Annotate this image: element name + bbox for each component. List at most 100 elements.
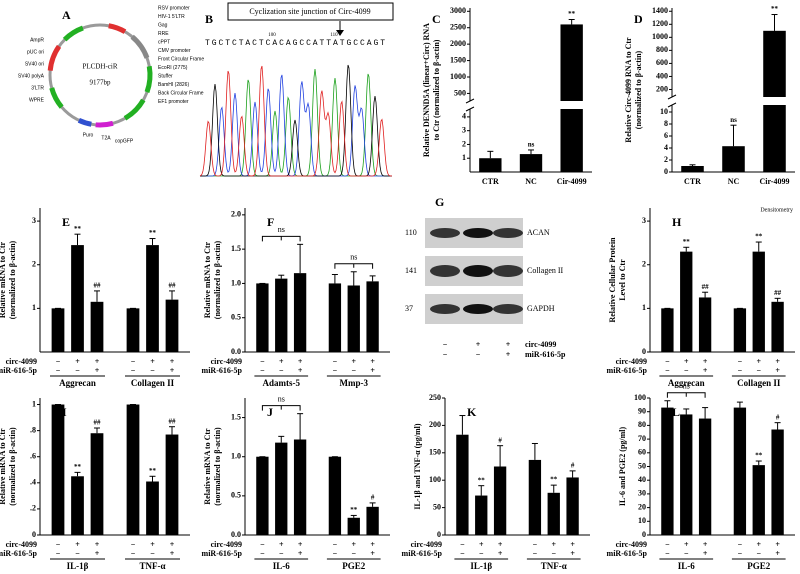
condition-name: miR-616-5p	[525, 350, 566, 359]
condition-sign: +	[298, 366, 303, 375]
condition-name: circ-4099	[411, 540, 442, 549]
condition-sign: +	[298, 357, 303, 366]
condition-sign: −	[460, 549, 465, 558]
y-tick-label: 2	[664, 155, 668, 164]
condition-sign: −	[533, 549, 538, 558]
condition-sign: −	[684, 366, 689, 375]
y-tick-label: 1200	[652, 19, 668, 28]
y-tick-label: 1000	[450, 72, 466, 81]
group-label: TNF-α	[139, 561, 165, 571]
condition-sign: +	[684, 357, 689, 366]
significance: **	[568, 10, 576, 18]
feature-label: Front Circular Frame	[158, 56, 204, 62]
condition-sign: −	[333, 540, 338, 549]
x-tick-label: Cir-4099	[760, 177, 790, 186]
bar	[722, 146, 745, 172]
y-tick-label: 1500	[450, 55, 466, 64]
condition-sign: −	[443, 340, 448, 349]
condition-sign: −	[131, 366, 136, 375]
condition-sign: −	[533, 540, 538, 549]
y-tick-label: 2	[462, 139, 466, 148]
y-tick-label: 1.0	[231, 452, 241, 461]
band-label: ACAN	[527, 228, 550, 237]
bracket	[334, 263, 374, 269]
feature-label: SV40 ori	[25, 61, 44, 67]
y-tick-label: .4	[30, 478, 36, 487]
y-tick-label: .6	[30, 452, 36, 461]
band-label: Collagen II	[527, 266, 564, 275]
y-tick-label: 1	[32, 399, 36, 408]
significance: ##	[94, 282, 102, 290]
condition-sign: −	[56, 357, 61, 366]
blot-band	[430, 304, 460, 314]
condition-sign: −	[665, 540, 670, 549]
condition-sign: +	[498, 540, 503, 549]
significance: **	[771, 5, 779, 13]
group-label: Mmp-3	[340, 378, 369, 388]
y-tick-label: 150	[429, 448, 441, 457]
y-axis-label: Relative mRNA to Ctr	[203, 241, 212, 318]
bracket-label: ns	[350, 253, 357, 262]
blot-band	[430, 265, 460, 277]
condition-sign: +	[756, 357, 761, 366]
x-tick-label: NC	[525, 177, 537, 186]
group-label: IL-6	[273, 561, 291, 571]
y-axis-label: Relative mRNA to Ctr	[0, 428, 7, 505]
plasmid-feature	[62, 25, 84, 42]
condition-sign: +	[506, 350, 511, 359]
condition-sign: +	[703, 357, 708, 366]
bar	[366, 506, 379, 535]
panel-letter: H	[672, 215, 682, 229]
condition-sign: −	[551, 549, 556, 558]
feature-label: T2A	[101, 135, 111, 141]
y-tick-label: 50	[638, 461, 646, 470]
base-position: 100	[268, 33, 276, 38]
condition-sign: +	[95, 366, 100, 375]
bar	[661, 407, 674, 535]
significance: **	[149, 229, 157, 237]
condition-name: circ-4099	[6, 357, 37, 366]
x-tick-label: CTR	[482, 177, 499, 186]
y-axis-label: (normalized to β-actin)	[8, 240, 17, 319]
feature-label: Stuffer	[158, 73, 173, 79]
condition-name: circ-4099	[6, 540, 37, 549]
condition-sign: +	[370, 366, 375, 375]
condition-sign: −	[75, 549, 80, 558]
y-axis-label: IL-1β and TNF-α (pg/ml)	[413, 423, 422, 509]
bar	[560, 24, 583, 172]
bar	[328, 283, 342, 352]
y-tick-label: 3000	[450, 6, 466, 15]
condition-sign: +	[75, 357, 80, 366]
base-position: 110	[330, 33, 338, 38]
panel-letter: C	[432, 12, 441, 26]
condition-sign: +	[506, 340, 511, 349]
y-tick-label: 2500	[450, 23, 466, 32]
y-axis-label: (normalized to β-actin)	[213, 427, 222, 506]
bar	[90, 301, 104, 352]
significance: ##	[702, 283, 710, 291]
axis-break	[464, 101, 592, 109]
significance: #	[498, 436, 502, 444]
condition-sign: −	[665, 357, 670, 366]
bar	[528, 459, 542, 535]
panel-letter: D	[634, 12, 643, 26]
condition-sign: −	[279, 366, 284, 375]
bar	[366, 281, 379, 352]
condition-name: miR-616-5p	[607, 366, 648, 375]
y-axis-label: Relative DENND5A (linear+Circ) RNA	[422, 23, 431, 157]
bar	[126, 308, 140, 352]
significance: **	[755, 233, 763, 241]
condition-sign: −	[56, 366, 61, 375]
y-tick-label: 0.0	[231, 347, 241, 356]
feature-label: pUC ori	[27, 49, 44, 55]
group-label: Adamts-5	[263, 378, 301, 388]
y-tick-label: 2000	[450, 39, 466, 48]
note: Densitometry	[760, 207, 793, 213]
feature-label: Back Circular Frame	[158, 90, 204, 96]
bar	[733, 308, 747, 352]
bar	[347, 517, 360, 535]
bar	[51, 308, 65, 352]
condition-sign: +	[351, 357, 356, 366]
y-tick-label: 6	[664, 131, 668, 140]
y-tick-label: 1.5	[231, 244, 241, 253]
